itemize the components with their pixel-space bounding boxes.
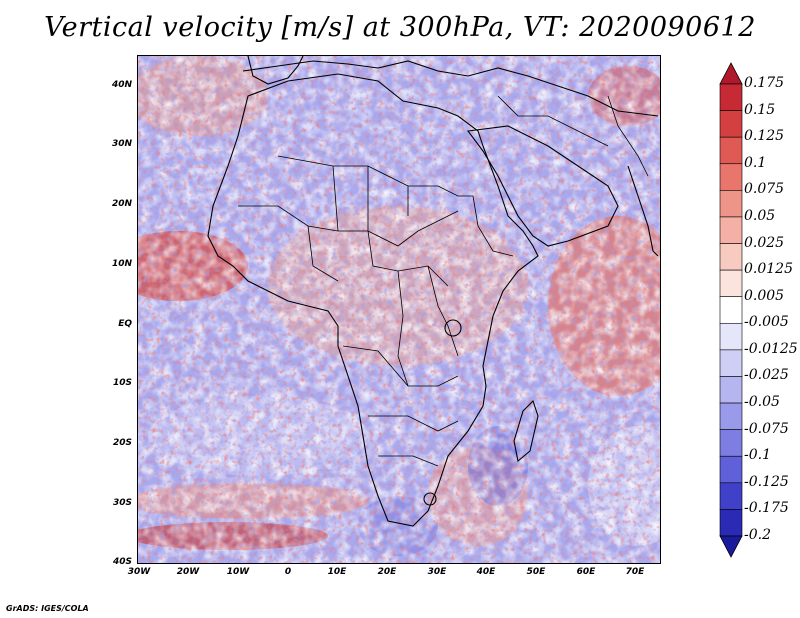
colorbar-box (719, 455, 743, 484)
lat-label-40n: 40N (111, 80, 132, 90)
colorbar-label: 0.025 (744, 234, 785, 251)
colorbar-box (719, 296, 743, 324)
colorbar-box (719, 429, 743, 457)
colorbar-box (719, 190, 743, 218)
colorbar-label: 0.075 (744, 181, 785, 198)
colorbar-label: -0.0125 (744, 340, 798, 357)
colorbar-label: -0.025 (744, 367, 789, 384)
colorbar-box (719, 136, 743, 165)
grads-credit: GrADS: IGES/COLA (6, 604, 89, 613)
coastlines (207, 56, 659, 527)
colorbar (719, 62, 743, 558)
colorbar-label: -0.2 (744, 527, 771, 543)
colorbar-box (719, 269, 743, 298)
lat-label-10n: 10N (111, 259, 132, 269)
lat-label-10s: 10S (112, 378, 132, 388)
colorbar-label: -0.075 (744, 420, 789, 437)
lon-label-50e: 50E (526, 567, 546, 577)
colorbar-label: 0.05 (744, 207, 776, 224)
lat-label-20n: 20N (111, 199, 132, 209)
colorbar-label: -0.05 (744, 394, 780, 411)
colorbar-box (719, 509, 743, 537)
lon-label-0: 0 (284, 567, 292, 577)
colorbar-label: -0.1 (744, 447, 771, 464)
colorbar-box (719, 482, 743, 510)
lon-label-70e: 70E (625, 567, 645, 577)
colorbar-box (719, 402, 743, 430)
lat-label-30n: 30N (111, 139, 132, 149)
lon-label-10w: 10W (226, 567, 250, 577)
colorbar-label: 0.125 (744, 128, 785, 145)
colorbar-label: 0.005 (744, 287, 785, 304)
colorbar-label: 0.175 (744, 75, 785, 91)
colorbar-bottom-arrow (719, 535, 743, 558)
lon-label-60e: 60E (576, 567, 596, 577)
lon-label-20e: 20E (377, 567, 397, 577)
lon-label-40e: 40E (476, 567, 496, 577)
map-title: Vertical velocity [m/s] at 300hPa, VT: 2… (44, 12, 756, 43)
colorbar-label: 0.1 (744, 154, 767, 171)
colorbar-box (719, 376, 743, 404)
colorbar-label: 0.0125 (744, 261, 793, 278)
lat-label-eq: EQ (118, 319, 132, 329)
lat-label-40s: 40S (112, 557, 132, 567)
colorbar-box (719, 349, 743, 377)
map-plot-area[interactable] (137, 55, 661, 564)
colorbar-box (719, 322, 743, 351)
colorbar-label: -0.125 (744, 473, 789, 490)
lon-label-10e: 10E (327, 567, 347, 577)
colorbar-box (719, 243, 743, 271)
colorbar-box (719, 216, 743, 244)
colorbar-box (719, 110, 743, 138)
colorbar-box (719, 163, 743, 191)
colorbar-box (719, 83, 743, 111)
colorbar-top-arrow (719, 62, 743, 85)
colorbar-label: -0.175 (744, 500, 789, 517)
lat-label-30s: 30S (112, 498, 132, 508)
lon-label-30w: 30W (127, 567, 151, 577)
lon-label-30e: 30E (427, 567, 447, 577)
lon-label-20w: 20W (176, 567, 200, 577)
colorbar-label: 0.15 (744, 101, 776, 118)
vertical-velocity-field (138, 56, 660, 563)
colorbar-label: -0.005 (744, 314, 789, 331)
lat-label-20s: 20S (112, 438, 132, 448)
